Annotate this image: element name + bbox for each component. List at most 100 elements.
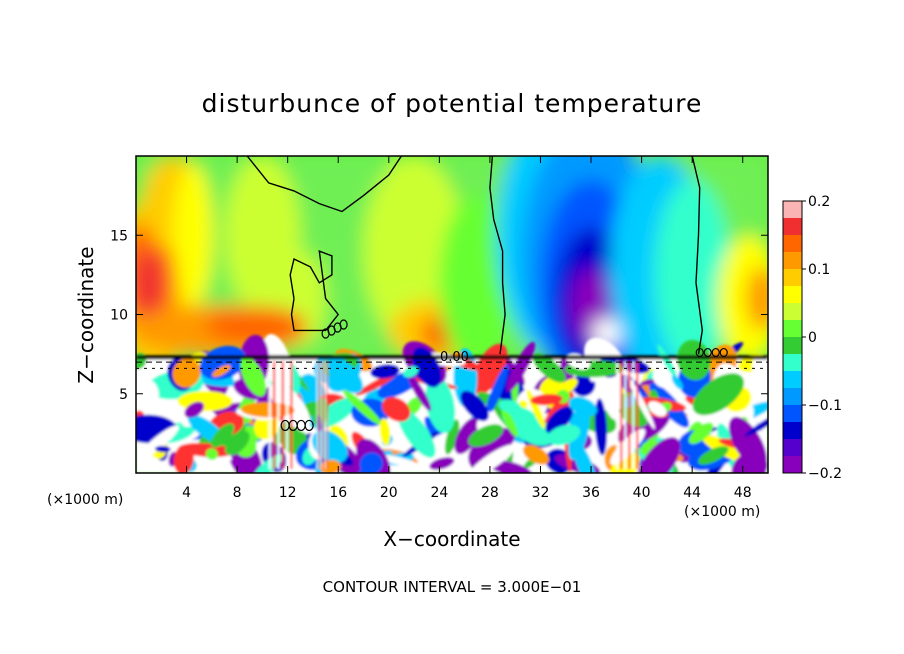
field-stripe bbox=[322, 361, 324, 469]
colorbar-swatch bbox=[783, 388, 802, 406]
field-patch bbox=[184, 401, 205, 418]
colorbar-swatch bbox=[783, 422, 802, 440]
field-patch bbox=[692, 373, 745, 416]
field-patch bbox=[172, 163, 214, 307]
x-tick-label: 8 bbox=[233, 485, 242, 501]
field-patch bbox=[657, 344, 678, 379]
contour-lines bbox=[136, 156, 768, 432]
colorbar-tick-label: 0.1 bbox=[808, 262, 830, 278]
field-stripe bbox=[273, 361, 276, 469]
field-patch bbox=[205, 448, 218, 460]
chart-title: disturbunce of potential temperature bbox=[202, 89, 703, 118]
y-axis-label: Z−coordinate bbox=[74, 246, 98, 383]
colorbar-swatch bbox=[783, 354, 802, 372]
x-axis-label: X−coordinate bbox=[383, 527, 520, 551]
field-stripe bbox=[636, 361, 639, 469]
field-patch bbox=[425, 376, 456, 434]
field-patch bbox=[530, 393, 563, 406]
field-patch bbox=[439, 195, 516, 370]
field-patch bbox=[468, 424, 504, 447]
y-tick-label: 15 bbox=[110, 228, 128, 244]
x-tick-label: 20 bbox=[380, 485, 398, 501]
interface-band bbox=[136, 355, 768, 360]
field-stripe bbox=[628, 361, 631, 469]
field-patch bbox=[744, 411, 768, 437]
field-patch bbox=[454, 417, 481, 455]
field-patch bbox=[136, 251, 164, 315]
field-stripe bbox=[281, 361, 284, 469]
field-stripe bbox=[620, 361, 623, 469]
field-patch bbox=[501, 407, 518, 437]
contour-label: 0.00 bbox=[440, 350, 469, 365]
x-tick-label: 24 bbox=[430, 485, 448, 501]
contour-zero bbox=[489, 156, 506, 355]
field-patch bbox=[205, 306, 307, 345]
field-stripe bbox=[320, 361, 322, 469]
field-patch bbox=[225, 430, 250, 456]
y-tick-label: 10 bbox=[110, 308, 128, 324]
field-patch bbox=[688, 422, 714, 444]
upper-field bbox=[136, 156, 768, 394]
field-patch bbox=[355, 373, 397, 396]
field-patch bbox=[648, 401, 667, 417]
field-patch bbox=[210, 423, 235, 448]
field-patch bbox=[136, 377, 159, 412]
field-patch bbox=[240, 356, 267, 397]
contour-loop bbox=[695, 347, 704, 358]
field-patch bbox=[637, 437, 681, 473]
field-stripe bbox=[277, 361, 280, 469]
field-patch bbox=[468, 444, 515, 473]
colorbar-swatch bbox=[783, 235, 802, 253]
field-stripe bbox=[290, 361, 293, 469]
field-patch bbox=[397, 408, 436, 458]
contour-zero bbox=[246, 156, 402, 213]
colorbar-swatch bbox=[783, 201, 802, 219]
x-unit-right: (×1000 m) bbox=[684, 504, 760, 520]
field-stripe bbox=[632, 361, 635, 469]
field-patch bbox=[532, 353, 566, 383]
field-patch bbox=[571, 373, 596, 397]
contour-zero bbox=[289, 250, 340, 332]
colorbar-swatch bbox=[783, 439, 802, 457]
field-patch bbox=[172, 358, 201, 388]
field-patch bbox=[407, 373, 432, 411]
field-patch bbox=[698, 446, 729, 465]
field-patch bbox=[522, 444, 550, 465]
x-tick-label: 16 bbox=[329, 485, 347, 501]
colorbar-swatch bbox=[783, 456, 802, 474]
colorbar: 0.2 0.1 0 −0.1 −0.2 bbox=[782, 194, 842, 482]
field-patch bbox=[746, 266, 768, 331]
field-patch bbox=[402, 366, 419, 378]
colorbar-swatch bbox=[783, 405, 802, 423]
field-patch bbox=[627, 376, 655, 430]
colorbar-tick-label: 0.2 bbox=[808, 194, 830, 210]
field-patch bbox=[603, 394, 618, 420]
field-patch bbox=[671, 375, 683, 390]
x-axis: 4 8 12 16 20 24 28 32 36 40 44 48 bbox=[182, 156, 752, 501]
field-stripe bbox=[286, 361, 289, 469]
field-patch bbox=[594, 398, 608, 456]
colorbar-swatch bbox=[783, 371, 802, 389]
field-patch bbox=[652, 367, 673, 388]
field-patch bbox=[501, 405, 553, 446]
contour-interval-text: CONTOUR INTERVAL = 3.000E−01 bbox=[323, 578, 582, 596]
field-patch bbox=[199, 345, 246, 380]
field-patch bbox=[484, 364, 509, 418]
field-patch bbox=[177, 390, 233, 412]
field-patch bbox=[717, 235, 768, 363]
colorbar-tick-label: −0.2 bbox=[808, 466, 842, 482]
field-patch bbox=[568, 396, 598, 417]
field-patch bbox=[173, 444, 194, 473]
field-patch bbox=[312, 397, 329, 428]
colorbar-tick-label: −0.1 bbox=[808, 398, 842, 414]
field-patch bbox=[506, 341, 536, 392]
field-stripe bbox=[324, 361, 326, 469]
contour-loop bbox=[719, 347, 728, 358]
field-patch bbox=[545, 406, 574, 434]
field-patch bbox=[342, 389, 382, 426]
field-patch bbox=[138, 425, 180, 460]
field-stripe bbox=[318, 361, 320, 469]
field-patch bbox=[359, 452, 383, 473]
field-patch bbox=[429, 457, 455, 470]
x-unit-left: (×1000 m) bbox=[47, 492, 123, 508]
